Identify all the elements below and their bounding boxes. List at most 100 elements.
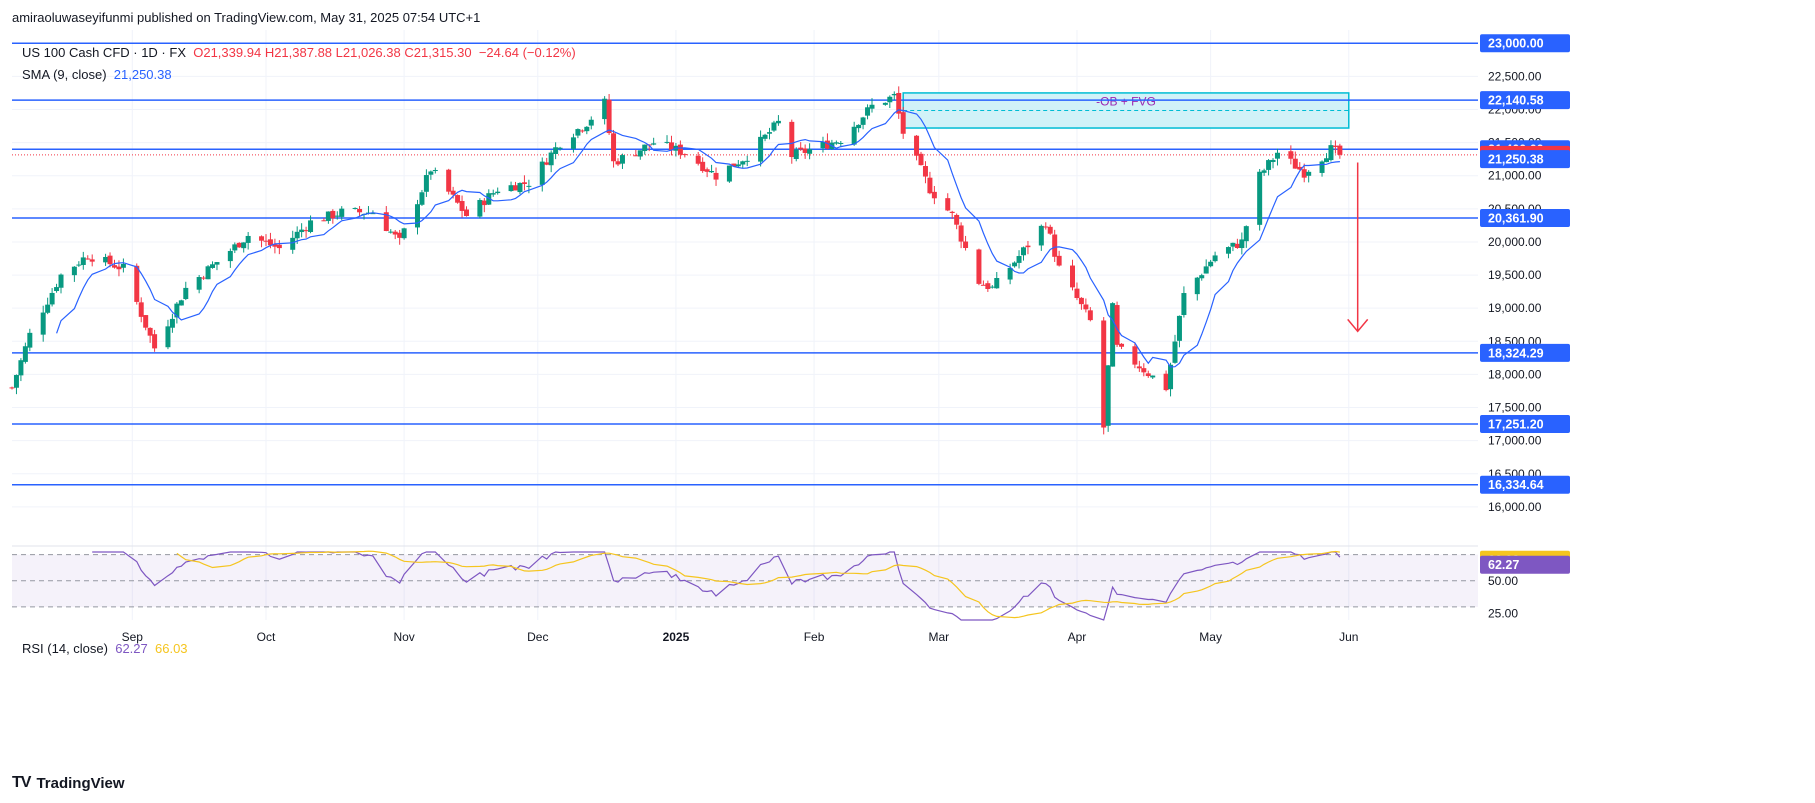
candle-body: [477, 199, 483, 217]
candle-body: [798, 147, 804, 150]
candle-body: [548, 152, 554, 166]
candle-body: [611, 133, 617, 162]
sma-legend[interactable]: SMA (9, close) 21,250.38: [22, 67, 172, 82]
tradingview-brand[interactable]: TV TradingView: [12, 774, 125, 792]
time-axis[interactable]: Sep Oct Nov Dec 2025 Feb Mar Apr May Jun: [122, 630, 1359, 644]
candle-body: [584, 126, 590, 132]
time-tick-label: Sep: [122, 630, 144, 644]
time-tick-label: Nov: [393, 630, 414, 644]
candle-body: [1297, 166, 1303, 170]
candle-body: [27, 332, 33, 348]
candle-body: [900, 112, 906, 134]
candle-body: [963, 241, 969, 248]
candle-body: [183, 287, 189, 300]
candle-body: [1274, 152, 1280, 159]
rsi-line: [92, 551, 1341, 621]
candle-body: [588, 119, 594, 126]
candle-body: [762, 134, 768, 139]
candle-body: [299, 229, 305, 233]
candle-body: [263, 240, 269, 242]
candle-body: [1087, 310, 1093, 321]
candle-body: [357, 208, 363, 213]
candle-body: [704, 169, 710, 172]
candle-body: [325, 211, 331, 221]
rsi-value: 62.27: [115, 641, 148, 656]
candle-body: [1105, 365, 1111, 426]
candle-body: [401, 228, 407, 239]
candle-body: [833, 142, 839, 144]
candle-body: [1301, 169, 1307, 178]
candle-body: [633, 155, 639, 157]
candle-body: [45, 304, 51, 313]
candle-body: [958, 225, 964, 242]
candle-body: [700, 161, 706, 172]
rsi-tag: 62.27: [1488, 558, 1519, 572]
candle-body: [339, 208, 345, 217]
candle-body: [896, 92, 902, 114]
candle-body: [1016, 256, 1022, 263]
candle-body: [544, 162, 550, 165]
candle-body: [1199, 275, 1205, 279]
candle-body: [602, 98, 608, 120]
symbol-legend[interactable]: US 100 Cash CFD · 1D · FX O21,339.94 H21…: [22, 45, 576, 60]
candle-body: [116, 266, 122, 270]
candle-body: [495, 191, 501, 194]
candle-body: [1257, 171, 1263, 225]
candle-body: [1078, 297, 1084, 305]
candle-body: [107, 255, 113, 265]
candle-body: [789, 121, 795, 158]
candle-body: [214, 262, 220, 265]
candle-body: [1145, 373, 1151, 377]
candle-body: [321, 220, 327, 222]
candle-body: [1306, 171, 1312, 176]
candle-body: [1025, 245, 1031, 248]
candle-body: [9, 387, 15, 389]
level-price-tag-bg: [1480, 34, 1570, 53]
candle-body: [1208, 261, 1214, 267]
rsi-legend[interactable]: RSI (14, close) 62.27 66.03: [22, 641, 188, 656]
candle-body: [642, 144, 648, 152]
candle-body: [111, 265, 117, 268]
candle-body: [1101, 320, 1107, 428]
tradingview-logo-icon: TV: [12, 774, 31, 791]
candle-body: [152, 334, 158, 349]
candle-body: [865, 107, 871, 116]
candle-body: [89, 259, 95, 262]
candle-body: [869, 104, 875, 109]
candle-body: [922, 166, 928, 177]
candle-body: [619, 155, 625, 164]
candle-body: [860, 117, 866, 125]
candle-body: [392, 231, 398, 235]
candle-body: [54, 287, 60, 292]
price-tick-label: 19,500.00: [1488, 268, 1542, 282]
time-tick-label: May: [1199, 630, 1222, 644]
candle-body: [508, 185, 514, 192]
candle-body: [120, 263, 126, 268]
candle-body: [664, 141, 670, 143]
price-tick-label: 20,000.00: [1488, 235, 1542, 249]
level-price-tag-bg: [1480, 91, 1570, 110]
level-price-tag-bg: [1480, 415, 1570, 434]
candle-body: [1230, 242, 1236, 247]
candle-body: [1323, 158, 1329, 163]
candle-body: [709, 170, 715, 173]
candle-body: [824, 140, 830, 149]
candle-body: [744, 160, 750, 162]
candle-body: [668, 142, 674, 151]
candle-body: [1194, 277, 1200, 295]
level-price-tag-bg: [1480, 475, 1570, 494]
low-value: L21,026.38: [335, 45, 401, 60]
candle-body: [985, 283, 991, 289]
candle-body: [414, 204, 420, 228]
down-arrow: [1347, 162, 1369, 333]
candle-body: [423, 175, 429, 192]
symbol-name: US 100 Cash CFD · 1D · FX: [22, 45, 186, 60]
candle-body: [201, 277, 207, 279]
level-price-tag: 18,324.29: [1488, 346, 1544, 360]
candle-body: [196, 277, 202, 290]
candle-body: [80, 257, 86, 265]
candle-body: [1052, 234, 1058, 257]
time-tick-label: Oct: [257, 630, 276, 644]
candle-body: [557, 147, 563, 149]
